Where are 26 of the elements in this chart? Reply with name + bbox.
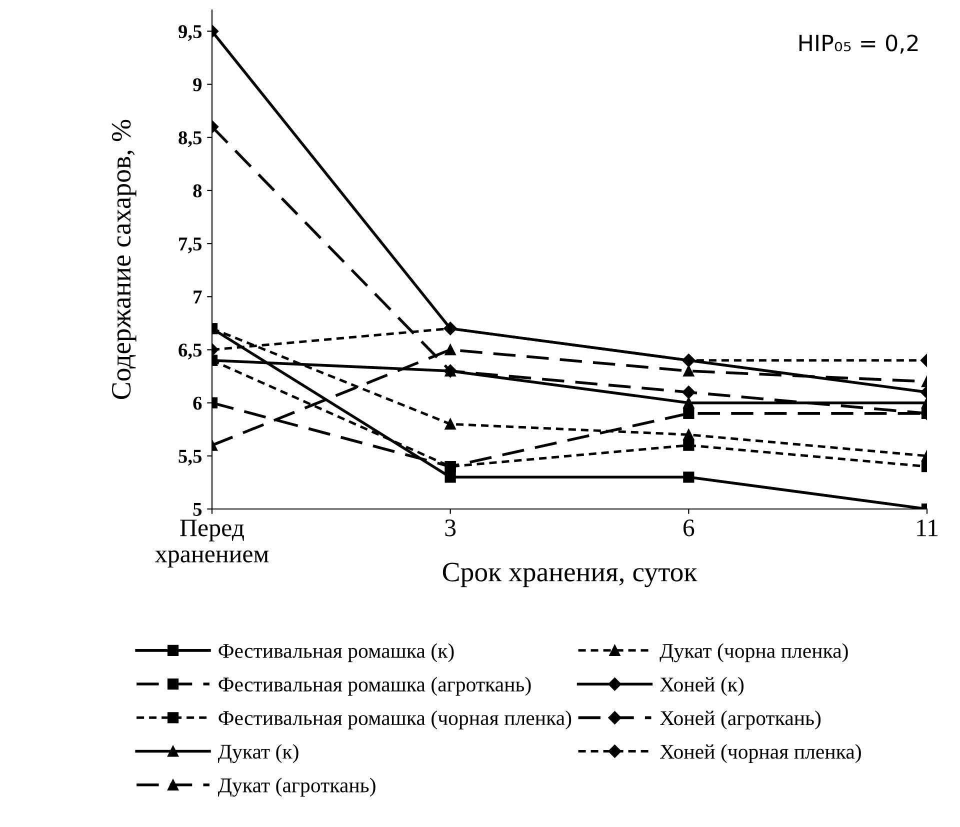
- legend-label: Дукат (к): [218, 744, 298, 764]
- legend-label: Дукат (агроткань): [218, 778, 376, 797]
- legend-label: Хоней (к): [660, 676, 744, 696]
- annotation: HIP₀₅ = 0,2: [799, 34, 918, 54]
- y-tick-label: 6: [193, 396, 202, 410]
- x-tick-label: 6: [683, 520, 694, 536]
- legend-label: Дукат (чорна пленка): [660, 643, 848, 662]
- y-tick-label: 8,5: [178, 131, 202, 148]
- y-tick-label: 8: [193, 184, 202, 198]
- legend-label: Хоней (агроткань): [660, 710, 821, 730]
- legend-label: Хоней (чорная пленка): [660, 744, 861, 764]
- y-tick-label: 6,5: [178, 344, 202, 360]
- y-tick-label: 5: [193, 503, 202, 516]
- y-tick-label: 9,5: [178, 25, 202, 41]
- y-tick-label: 5,5: [178, 450, 202, 466]
- y-axis-title: Содержание сахаров, %: [112, 120, 136, 399]
- legend-label: Фестивальная ромашка (к): [218, 643, 454, 662]
- legend-label: Фестивальная ромашка (чорная пленка): [218, 710, 572, 730]
- y-tick-label: 7: [194, 290, 202, 304]
- x-tick-label: Перед хранением: [155, 520, 269, 568]
- x-tick-label: 11: [917, 520, 938, 536]
- legend-label: Фестивальная ромашка (агроткань): [218, 676, 531, 696]
- y-tick-label: 7,5: [179, 238, 202, 254]
- x-tick-label: 3: [445, 520, 456, 536]
- y-tick-label: 9: [193, 78, 202, 92]
- x-axis-title: Срок хранения, суток: [442, 562, 698, 588]
